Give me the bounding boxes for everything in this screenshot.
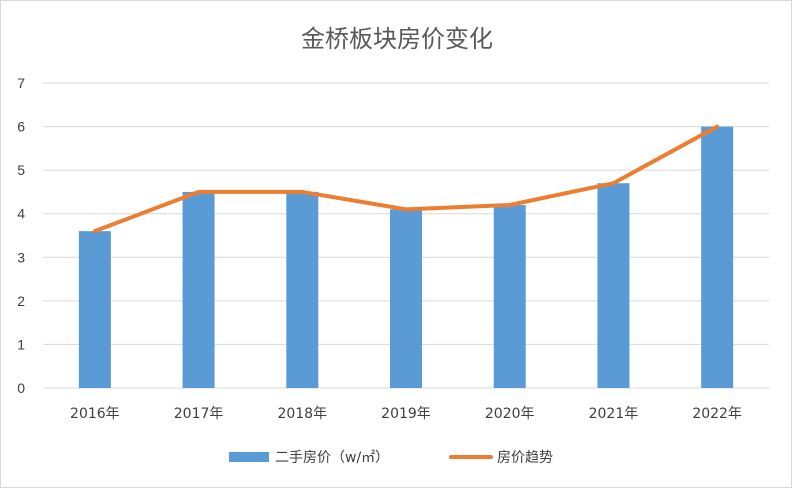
legend-label-line: 房价趋势 xyxy=(497,450,553,466)
bar xyxy=(701,126,734,389)
y-tick-label: 4 xyxy=(17,206,25,222)
y-tick-label: 1 xyxy=(17,336,25,352)
x-tick-label: 2016年 xyxy=(70,406,120,422)
bar xyxy=(493,205,526,388)
bar xyxy=(182,191,215,388)
bar xyxy=(597,183,630,388)
bar xyxy=(286,191,319,388)
x-tick-label: 2022年 xyxy=(692,406,742,422)
x-axis-labels: 2016年 2017年 2018年 2019年 2020年 2021年 2022年 xyxy=(70,406,742,422)
x-tick-label: 2017年 xyxy=(174,406,224,422)
bar xyxy=(78,231,111,388)
y-axis-ticks: 0 1 2 3 4 5 6 7 xyxy=(17,75,25,396)
legend-label-bar: 二手房价（w/㎡） xyxy=(275,450,389,466)
y-tick-label: 7 xyxy=(17,75,25,91)
y-tick-label: 0 xyxy=(17,380,25,396)
x-tick-label: 2020年 xyxy=(485,406,535,422)
x-tick-label: 2019年 xyxy=(381,406,431,422)
y-tick-label: 2 xyxy=(17,293,25,309)
chart-title: 金桥板块房价变化 xyxy=(301,25,493,53)
x-tick-label: 2021年 xyxy=(589,406,639,422)
trend-line xyxy=(92,124,720,234)
bar xyxy=(390,209,422,388)
legend-swatch-bar xyxy=(229,452,269,462)
y-tick-label: 5 xyxy=(17,162,25,178)
legend: 二手房价（w/㎡） 房价趋势 xyxy=(229,450,553,466)
x-tick-label: 2018年 xyxy=(277,406,327,422)
y-tick-label: 6 xyxy=(17,119,25,135)
y-tick-label: 3 xyxy=(17,249,25,265)
bar-series xyxy=(78,126,734,389)
line-series xyxy=(92,124,720,234)
